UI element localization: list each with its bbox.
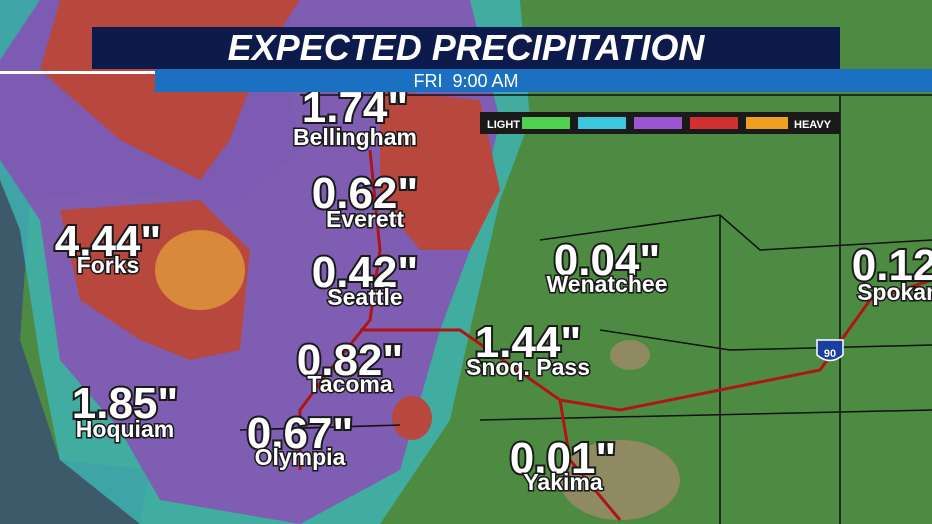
legend-swatch	[522, 117, 570, 129]
city-value: 1.44"	[475, 318, 582, 367]
precip-red	[380, 90, 500, 250]
city-name: Bellingham	[293, 124, 417, 150]
city-value: 0.62"	[312, 169, 419, 218]
dry-area	[610, 340, 650, 370]
time: FRI 9:00 AM	[413, 71, 518, 91]
city-name: Spokane	[857, 279, 932, 305]
legend-high: HEAVY	[794, 119, 832, 131]
city-name: Hoquiam	[76, 416, 174, 442]
city-value: 0.01"	[510, 434, 617, 483]
county-lines	[239, 94, 932, 524]
time-bar	[155, 69, 932, 92]
city-value: 0.04"	[554, 236, 661, 285]
city-value: 4.44"	[55, 217, 162, 266]
city-name: Everett	[326, 206, 404, 232]
legend-swatch	[634, 117, 682, 129]
title-rule	[0, 71, 155, 74]
precip-red	[392, 396, 432, 440]
precip-orange	[155, 230, 245, 310]
shield-label: 90	[824, 348, 836, 360]
city-name: Wenatchee	[546, 271, 667, 297]
title: EXPECTED PRECIPITATION	[228, 27, 706, 68]
legend-low: LIGHT	[487, 119, 520, 131]
title-bar	[92, 27, 840, 69]
legend-swatch	[746, 117, 788, 129]
legend: LIGHT HEAVY	[480, 112, 840, 134]
city-name: Seattle	[327, 284, 402, 310]
interstate-shield: 90	[816, 339, 844, 362]
dry-area	[560, 440, 680, 520]
city-name: Forks	[77, 252, 140, 278]
city-name: Olympia	[255, 444, 346, 470]
legend-swatch	[578, 117, 626, 129]
city-value: 0.42"	[312, 248, 419, 297]
city-value: 0.67"	[247, 409, 354, 458]
city-name: Tacoma	[307, 371, 392, 397]
highways	[298, 149, 932, 521]
city-value: 0.12"	[852, 241, 932, 290]
legend-swatch	[690, 117, 738, 129]
city-value: 0.82"	[297, 336, 404, 385]
city-name: Yakima	[523, 469, 602, 495]
city-name: Snoq. Pass	[466, 354, 590, 380]
city-value: 1.85"	[72, 379, 179, 428]
shield	[816, 339, 844, 362]
